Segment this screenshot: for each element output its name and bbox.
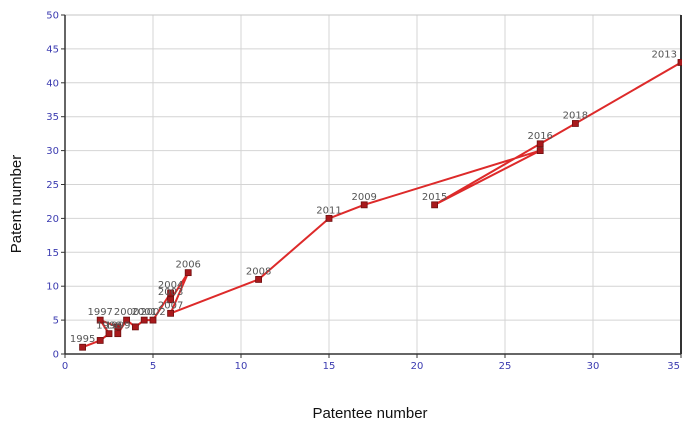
- x-tick-label: 5: [150, 361, 156, 372]
- y-tick-label: 5: [53, 316, 59, 327]
- data-point-marker: [79, 343, 86, 351]
- data-point-marker: [677, 59, 682, 66]
- data-point-marker: [184, 269, 192, 277]
- data-point-marker: [140, 316, 148, 324]
- x-tick-label: 30: [587, 361, 600, 372]
- data-point-label: 1997: [87, 307, 112, 318]
- y-tick-label: 50: [46, 11, 59, 22]
- data-point-marker: [96, 316, 104, 324]
- data-point-marker: [114, 323, 122, 331]
- data-point-label: 2000: [114, 307, 139, 318]
- data-point-marker: [131, 323, 139, 331]
- data-point-label: 2004: [158, 280, 183, 291]
- y-axis-title: Patent number: [8, 155, 25, 253]
- data-point-marker: [431, 201, 439, 209]
- y-tick-label: 15: [46, 248, 59, 259]
- data-point-marker: [360, 201, 368, 209]
- y-tick-label: 35: [46, 112, 59, 123]
- data-point-marker: [167, 296, 175, 304]
- data-point-label: 2015: [422, 192, 447, 203]
- y-tick-label: 45: [46, 44, 59, 55]
- data-point-label: 1999: [105, 321, 130, 332]
- x-tick-label: 25: [499, 361, 512, 372]
- x-tick-label: 15: [323, 361, 336, 372]
- data-point-marker: [123, 316, 130, 324]
- data-point-marker: [167, 289, 175, 297]
- data-point-label: 2011: [316, 205, 341, 216]
- y-tick-label: 0: [53, 350, 59, 361]
- data-point-label: 2002: [140, 307, 165, 318]
- data-point-marker: [96, 337, 104, 344]
- data-point-label: 2008: [246, 266, 271, 277]
- grid: [65, 15, 681, 354]
- x-tick-label: 0: [62, 361, 68, 372]
- data-point-label: 2007: [158, 300, 183, 311]
- data-point-label: 2016: [527, 131, 552, 142]
- data-point-marker: [149, 316, 157, 324]
- data-point-label: 2018: [563, 110, 588, 121]
- data-point-marker: [167, 309, 175, 317]
- y-tick-label: 30: [46, 146, 59, 157]
- data-point-marker: [114, 330, 122, 338]
- data-point-label: 2013: [652, 49, 677, 60]
- data-point-marker: [572, 120, 579, 127]
- data-point-marker: [536, 147, 544, 155]
- data-point-label: 2006: [175, 260, 200, 271]
- data-point-label: 1998: [96, 321, 121, 332]
- x-tick-label: 10: [235, 361, 248, 372]
- data-point-marker: [325, 214, 333, 222]
- x-axis-ticks: 0 5 10 15 20 25 30 35: [62, 354, 682, 372]
- y-tick-label: 40: [46, 78, 59, 89]
- data-point-label: 1995: [70, 334, 95, 345]
- y-tick-label: 10: [46, 282, 59, 293]
- data-point-label: 2009: [351, 192, 376, 203]
- data-point-marker: [105, 330, 113, 338]
- y-axis-ticks: 0 5 10 15 20 25 30 35 40 45 50: [46, 11, 65, 361]
- x-tick-label: 35: [667, 361, 680, 372]
- y-tick-label: 20: [46, 214, 59, 225]
- data-point-label: 2001: [131, 307, 156, 318]
- series: [79, 59, 682, 351]
- data-point-marker: [255, 276, 263, 283]
- data-point-label: 2003: [158, 287, 183, 298]
- x-tick-label: 20: [411, 361, 424, 372]
- y-tick-label: 25: [46, 180, 59, 191]
- x-axis-title: Patentee number: [312, 405, 427, 422]
- data-point-marker: [536, 140, 544, 148]
